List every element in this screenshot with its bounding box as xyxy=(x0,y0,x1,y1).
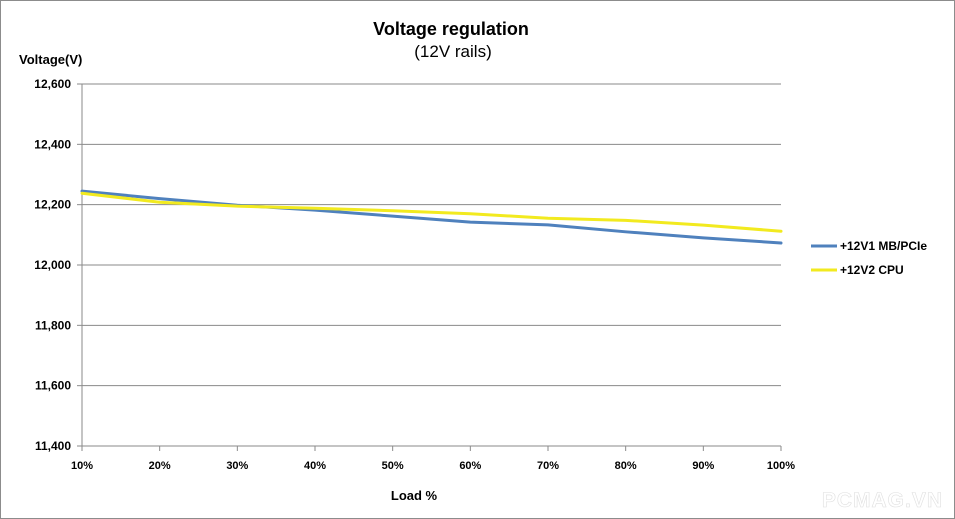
x-tick-label: 80% xyxy=(615,460,637,472)
y-tick-label: 12,400 xyxy=(34,137,71,151)
x-axis-title: Load % xyxy=(391,488,438,503)
x-tick-label: 100% xyxy=(767,460,795,472)
x-tick-label: 50% xyxy=(382,460,404,472)
x-tick-labels: 10% 20% 30% 40% 50% 60% 70% 80% 90% 100% xyxy=(71,460,795,472)
series-line-1 xyxy=(80,189,783,245)
axes xyxy=(77,83,782,451)
y-tick-label: 12,600 xyxy=(34,77,71,91)
chart-subtitle: (12V rails) xyxy=(414,42,491,61)
y-tick-label: 11,400 xyxy=(35,439,71,453)
legend-label-12v1: +12V1 MB/PCIe xyxy=(840,239,927,253)
legend-label-12v2: +12V2 CPU xyxy=(840,263,904,277)
x-tick-label: 30% xyxy=(226,460,248,472)
y-tick-label: 11,800 xyxy=(35,318,71,332)
x-tick-label: 60% xyxy=(459,460,481,472)
y-tick-label: 12,200 xyxy=(34,198,71,212)
y-tick-label: 12,000 xyxy=(34,258,71,272)
chart-title: Voltage regulation xyxy=(373,19,529,39)
series-lines xyxy=(80,189,783,245)
y-tick-labels: 12,600 12,400 12,200 12,000 11,800 11,600 11,4… xyxy=(34,77,71,453)
watermark: PCMAG.VN xyxy=(822,489,943,512)
y-axis-title: Voltage(V) xyxy=(19,52,82,67)
legend: +12V1 MB/PCIe +12V2 CPU xyxy=(811,239,927,277)
x-tick-label: 90% xyxy=(692,460,714,472)
series-line-2 xyxy=(80,191,783,233)
x-tick-label: 10% xyxy=(71,460,93,472)
x-tick-label: 20% xyxy=(149,460,171,472)
y-tick-label: 11,600 xyxy=(35,379,71,393)
x-tick-label: 70% xyxy=(537,460,559,472)
x-tick-label: 40% xyxy=(304,460,326,472)
